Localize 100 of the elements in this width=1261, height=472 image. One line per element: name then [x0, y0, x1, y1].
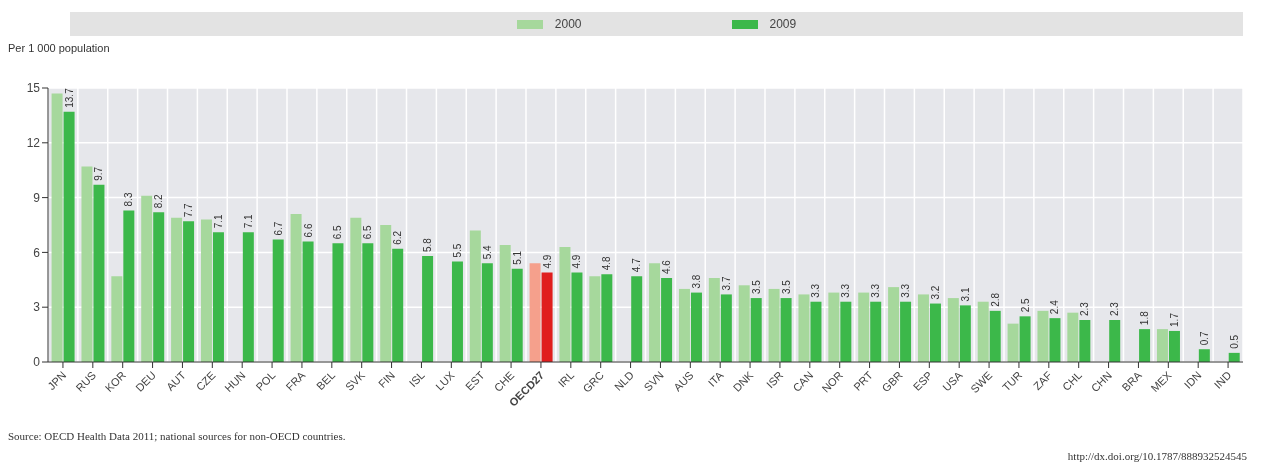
bar [290, 214, 302, 362]
data-label: 2.5 [1019, 297, 1031, 313]
data-label: 6.5 [362, 224, 374, 240]
bar [720, 294, 732, 362]
bar [690, 292, 702, 362]
y-tick-label: 3 [33, 300, 41, 315]
x-tick-label: FRA [283, 368, 308, 393]
x-tick-label: ITA [705, 368, 727, 389]
bar [1198, 349, 1210, 362]
bar [900, 301, 912, 362]
bar [272, 239, 284, 362]
bar [1037, 310, 1049, 362]
bar [631, 276, 643, 362]
data-label: 3.3 [810, 283, 822, 298]
bar [768, 288, 780, 362]
bar [678, 288, 690, 362]
bar [571, 272, 583, 362]
bar [451, 261, 463, 362]
bar [183, 221, 195, 362]
data-label: 4.9 [571, 254, 583, 269]
data-label: 2.8 [989, 292, 1001, 307]
y-tick-label: 9 [33, 190, 41, 205]
data-label: 3.3 [870, 283, 882, 298]
data-label: 5.8 [422, 237, 434, 253]
bar [589, 276, 601, 362]
source-note: Source: OECD Health Data 2011; national sources for non-OECD countries. [8, 430, 347, 442]
bar [929, 303, 941, 362]
data-label: 1.7 [1168, 312, 1180, 327]
bar [1049, 318, 1061, 362]
data-label: 0.7 [1198, 330, 1210, 346]
data-label: 5.5 [451, 243, 463, 258]
data-label: 3.5 [780, 279, 792, 295]
data-label: 5.1 [511, 250, 523, 265]
bar [959, 305, 971, 362]
bar [242, 232, 254, 362]
bar [481, 263, 493, 362]
data-label: 9.7 [93, 166, 105, 181]
text: http://dx.doi.org/10.1787/888932524545 [1066, 450, 1248, 462]
y-tick-label: 12 [26, 136, 41, 151]
bar [1156, 329, 1168, 362]
bar [141, 195, 153, 362]
x-tick-label: ISR [763, 368, 786, 391]
bar [917, 294, 929, 362]
data-label: 3.3 [840, 283, 852, 298]
data-label: 5.4 [481, 245, 493, 260]
bar [541, 272, 553, 362]
bar [1019, 316, 1031, 362]
x-tick-label: FIN [375, 368, 398, 390]
legend-label: 2000 [553, 17, 582, 31]
data-label: 1.8 [1139, 310, 1151, 326]
legend-label: 2009 [768, 17, 797, 31]
bar [469, 230, 481, 362]
bar [1139, 329, 1151, 362]
bar [200, 219, 212, 362]
y-tick-label: 0 [33, 355, 41, 370]
x-tick-label: BRA [1119, 368, 1145, 394]
bar [977, 301, 989, 362]
bar [1079, 319, 1091, 362]
x-tick-label: IDN [1181, 368, 1204, 391]
x-tick-label: POL [253, 368, 278, 393]
bar [828, 292, 840, 362]
data-label: 4.7 [631, 257, 643, 273]
data-label: 7.1 [242, 213, 254, 229]
bar [661, 277, 673, 362]
data-label: 6.6 [302, 223, 314, 238]
data-label: 8.2 [153, 193, 165, 209]
bar [1109, 319, 1121, 362]
bar [81, 166, 93, 362]
y-tick-label: 6 [33, 245, 41, 260]
data-label: 4.8 [601, 255, 613, 271]
bar [153, 212, 165, 362]
data-label: 13.7 [63, 87, 75, 108]
data-label: 3.1 [959, 287, 971, 302]
data-label: 8.3 [123, 192, 135, 207]
bar [123, 210, 135, 362]
data-label: 2.3 [1109, 301, 1121, 316]
bar [870, 301, 882, 362]
bar [888, 287, 900, 362]
bar [422, 256, 434, 362]
bar [63, 111, 75, 362]
bar [780, 298, 792, 362]
bar [499, 245, 511, 362]
data-label: 4.6 [661, 259, 673, 274]
x-tick-label: USA [940, 368, 966, 394]
bar [171, 217, 183, 362]
bar [750, 298, 762, 362]
data-label: 3.5 [750, 279, 762, 295]
data-label: 6.7 [272, 221, 284, 236]
data-label: 3.2 [929, 285, 941, 300]
x-tick-label: ISL [406, 368, 427, 390]
bar [529, 263, 541, 362]
bar [738, 285, 750, 362]
data-label: 7.1 [212, 213, 224, 229]
bar [362, 243, 374, 362]
bar [601, 274, 613, 362]
bar [212, 232, 224, 362]
data-label: 3.3 [900, 283, 912, 298]
bar [947, 298, 959, 362]
bar [1067, 312, 1079, 362]
data-label: 6.5 [332, 224, 344, 240]
